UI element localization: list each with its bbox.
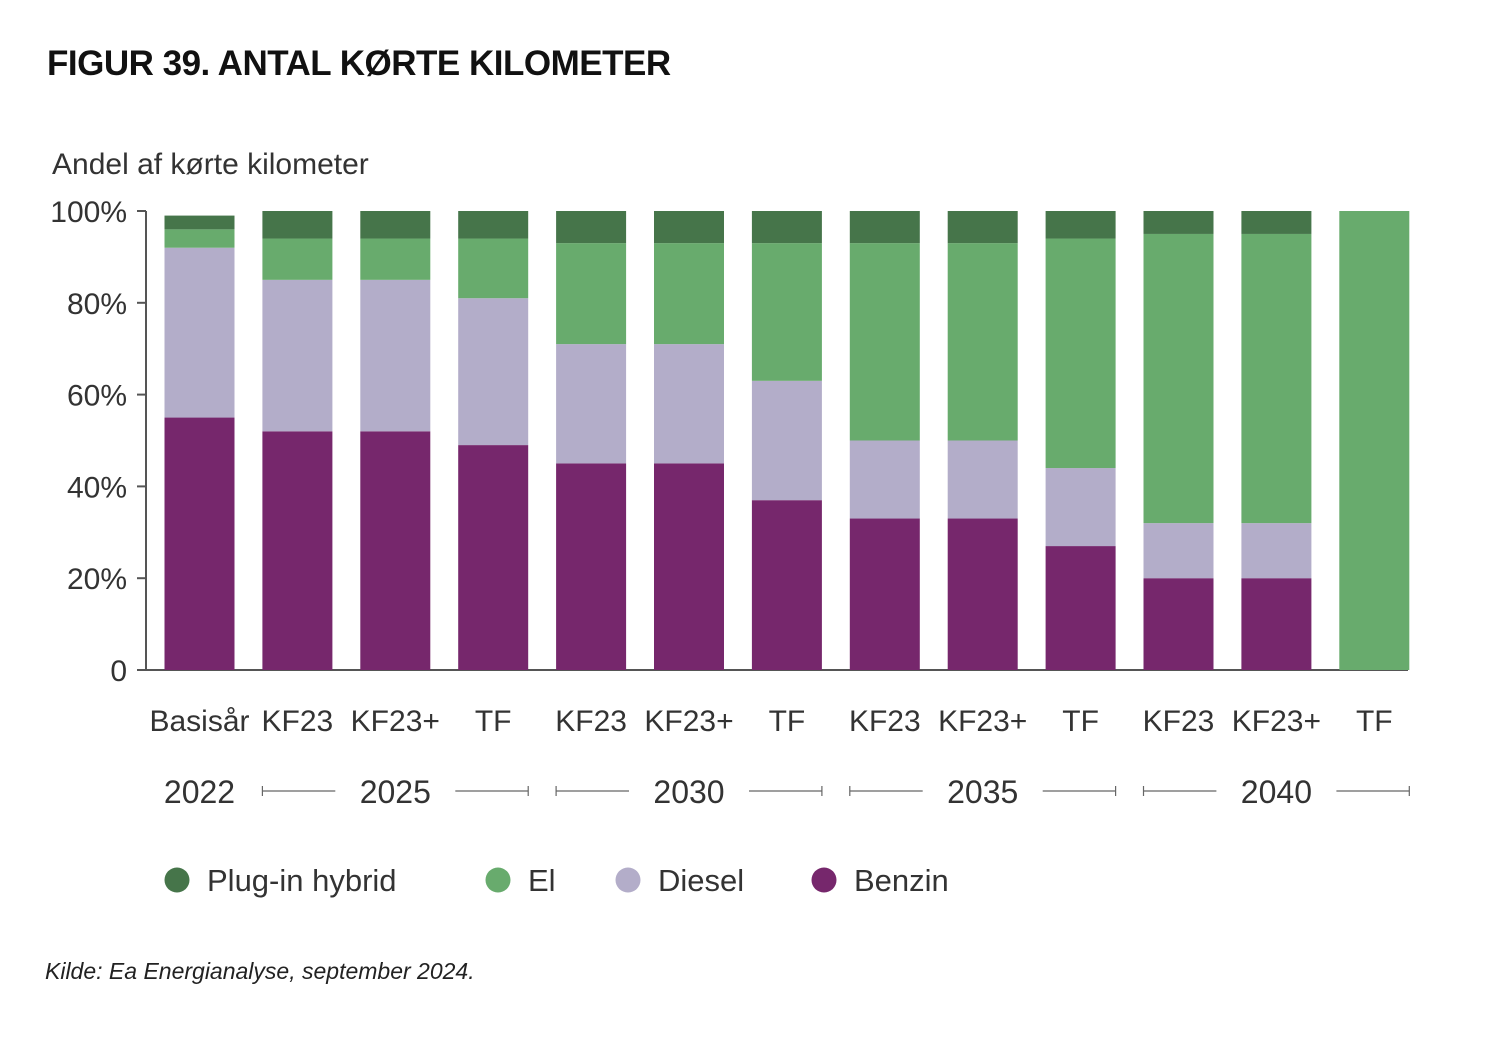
bar-segment-benzin <box>360 431 431 670</box>
bar-segment-benzin <box>1241 578 1312 670</box>
bar-segment-diesel <box>262 279 333 432</box>
bar-segment-el <box>164 229 235 248</box>
bar-segment-diesel <box>654 344 724 464</box>
bar-segment-plug-in-hybrid <box>947 211 1018 244</box>
bar-segment-el <box>751 243 822 381</box>
y-tick-label: 20% <box>67 563 127 596</box>
y-tick-label: 60% <box>67 380 127 413</box>
bars <box>164 211 1410 670</box>
x-category-label: TF <box>475 705 512 738</box>
x-category-label: KF23 <box>1143 705 1215 738</box>
bar-segment-diesel <box>751 380 822 501</box>
bar-segment-benzin <box>849 518 920 670</box>
y-tick-label: 40% <box>67 471 127 504</box>
bar-segment-plug-in-hybrid <box>360 211 431 239</box>
y-tick-label: 80% <box>67 288 127 321</box>
legend-marker-plug-in-hybrid <box>164 867 190 893</box>
x-group-label: 2025 <box>360 774 431 810</box>
stacked-bar-chart: Andel af kørte kilometer 0 20% 40% 60% 80% 10… <box>50 148 1410 898</box>
bar-segment-benzin <box>947 518 1018 670</box>
bar-segment-diesel <box>556 344 627 464</box>
bar-segment-benzin <box>556 463 627 670</box>
bar-segment-diesel <box>947 440 1018 519</box>
x-group-label: 2040 <box>1241 774 1312 810</box>
legend-label-plug-in-hybrid: Plug-in hybrid <box>207 863 397 898</box>
bar-segment-benzin <box>1143 578 1214 670</box>
bar-segment-plug-in-hybrid <box>849 211 920 244</box>
bar-segment-diesel <box>458 298 529 446</box>
bar-segment-plug-in-hybrid <box>1241 211 1312 234</box>
bar-segment-benzin <box>262 431 333 670</box>
bar-segment-el <box>1045 238 1116 469</box>
bar-segment-diesel <box>1241 523 1312 579</box>
x-category-label: KF23 <box>262 705 334 738</box>
bar-segment-diesel <box>164 247 235 418</box>
bar-segment-diesel <box>849 440 920 519</box>
x-group-labels: 2022 2025 2030 2035 2040 <box>164 774 1410 810</box>
legend: Plug-in hybrid El Diesel Benzin <box>164 863 949 898</box>
legend-label-el: El <box>528 863 556 898</box>
bar-segment-el <box>458 238 529 299</box>
x-group-label: 2030 <box>653 774 724 810</box>
x-category-label: TF <box>769 705 806 738</box>
bar-segment-benzin <box>1045 546 1116 670</box>
x-category-label: TF <box>1356 705 1393 738</box>
bar-segment-benzin <box>458 445 529 670</box>
bar-segment-diesel <box>1143 523 1214 579</box>
x-category-label: TF <box>1062 705 1099 738</box>
source-note: Kilde: Ea Energianalyse, september 2024. <box>45 958 475 984</box>
x-category-label: KF23+ <box>938 705 1027 738</box>
y-axis-label: Andel af kørte kilometer <box>52 148 369 181</box>
bar-segment-benzin <box>164 417 235 670</box>
bar-segment-el <box>849 243 920 441</box>
x-category-label: KF23 <box>555 705 627 738</box>
x-category-label: KF23+ <box>1232 705 1321 738</box>
chart-title: FIGUR 39. ANTAL KØRTE KILOMETER <box>47 44 671 83</box>
y-tick-label: 0 <box>110 655 127 688</box>
legend-marker-diesel <box>615 867 641 893</box>
bar-segment-plug-in-hybrid <box>556 211 627 244</box>
bar-segment-el <box>262 238 333 280</box>
bar-segment-el <box>1143 233 1214 524</box>
legend-label-benzin: Benzin <box>854 863 949 898</box>
bar-segment-plug-in-hybrid <box>262 211 333 239</box>
bar-segment-benzin <box>654 463 724 670</box>
bar-segment-el <box>556 243 627 345</box>
x-category-label: KF23+ <box>351 705 440 738</box>
bar-segment-benzin <box>751 500 822 670</box>
y-tick-label: 100% <box>50 196 127 229</box>
bar-segment-el <box>947 243 1018 441</box>
bar-segment-el <box>360 238 431 280</box>
x-category-labels: Basisår KF23 KF23+ TF KF23 KF23+ TF KF23 KF23+ TF… <box>149 705 1392 738</box>
x-category-label: Basisår <box>149 705 249 738</box>
bar-segment-el <box>1241 233 1312 524</box>
legend-label-diesel: Diesel <box>658 863 744 898</box>
bar-segment-diesel <box>1045 468 1116 547</box>
x-category-label: KF23+ <box>644 705 733 738</box>
legend-marker-benzin <box>811 867 837 893</box>
legend-marker-el <box>485 867 511 893</box>
bar-segment-diesel <box>360 279 431 432</box>
bar-segment-plug-in-hybrid <box>654 211 724 244</box>
bar-segment-plug-in-hybrid <box>751 211 822 244</box>
x-group-label: 2035 <box>947 774 1018 810</box>
bar-segment-plug-in-hybrid <box>458 211 529 239</box>
x-category-label: KF23 <box>849 705 921 738</box>
bar-segment-plug-in-hybrid <box>164 215 235 230</box>
bar-segment-plug-in-hybrid <box>1143 211 1214 234</box>
x-group-label: 2022 <box>164 774 235 810</box>
bar-segment-el <box>1339 211 1410 670</box>
y-axis: 0 20% 40% 60% 80% 100% <box>50 196 1408 688</box>
bar-segment-el <box>654 243 724 345</box>
bar-segment-plug-in-hybrid <box>1045 211 1116 239</box>
